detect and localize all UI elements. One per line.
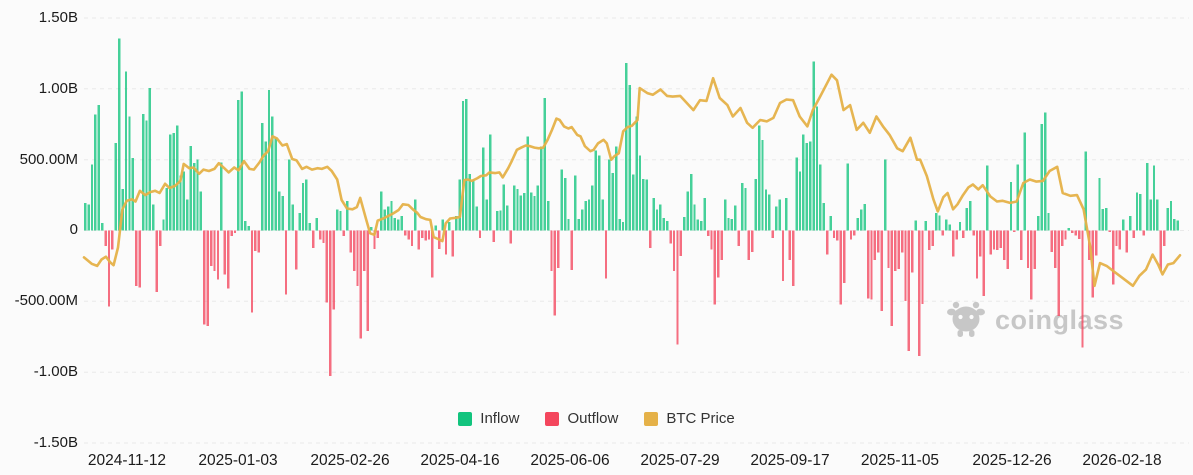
coinglass-bull-icon xyxy=(946,299,986,341)
y-tick-500M: 500.00M xyxy=(19,151,78,168)
x-tick-2025-12-26: 2025-12-26 xyxy=(972,452,1052,469)
legend-item-btc-price[interactable]: BTC Price xyxy=(644,410,735,427)
x-tick-2025-02-26: 2025-02-26 xyxy=(310,452,390,469)
x-tick-2025-07-29: 2025-07-29 xyxy=(640,452,720,469)
legend: Inflow Outflow BTC Price xyxy=(0,410,1193,427)
x-tick-2025-11-05: 2025-11-05 xyxy=(860,452,940,469)
y-tick-1.50B: 1.50B xyxy=(38,9,78,26)
y-tick-1.00B: 1.00B xyxy=(38,80,78,97)
inflow-swatch-icon xyxy=(458,411,473,426)
legend-btc-price-label: BTC Price xyxy=(666,410,735,427)
btc-price-swatch-icon xyxy=(644,411,659,426)
x-tick-2026-02-18: 2026-02-18 xyxy=(1082,452,1162,469)
y-tick-neg500M: -500.00M xyxy=(14,292,78,309)
legend-item-inflow[interactable]: Inflow xyxy=(458,410,519,427)
y-tick-0: 0 xyxy=(69,221,78,238)
x-tick-2024-11-12: 2024-11-12 xyxy=(87,452,167,469)
x-tick-2025-09-17: 2025-09-17 xyxy=(750,452,830,469)
legend-outflow-label: Outflow xyxy=(567,410,619,427)
x-tick-2025-06-06: 2025-06-06 xyxy=(530,452,610,469)
x-tick-2025-04-16: 2025-04-16 xyxy=(420,452,500,469)
legend-item-outflow[interactable]: Outflow xyxy=(545,410,618,427)
y-tick-neg1.50B: -1.50B xyxy=(33,434,78,451)
y-tick-neg1.00B: -1.00B xyxy=(33,363,78,380)
x-tick-2025-01-03: 2025-01-03 xyxy=(198,452,278,469)
outflow-swatch-icon xyxy=(545,411,560,426)
legend-inflow-label: Inflow xyxy=(480,410,520,427)
